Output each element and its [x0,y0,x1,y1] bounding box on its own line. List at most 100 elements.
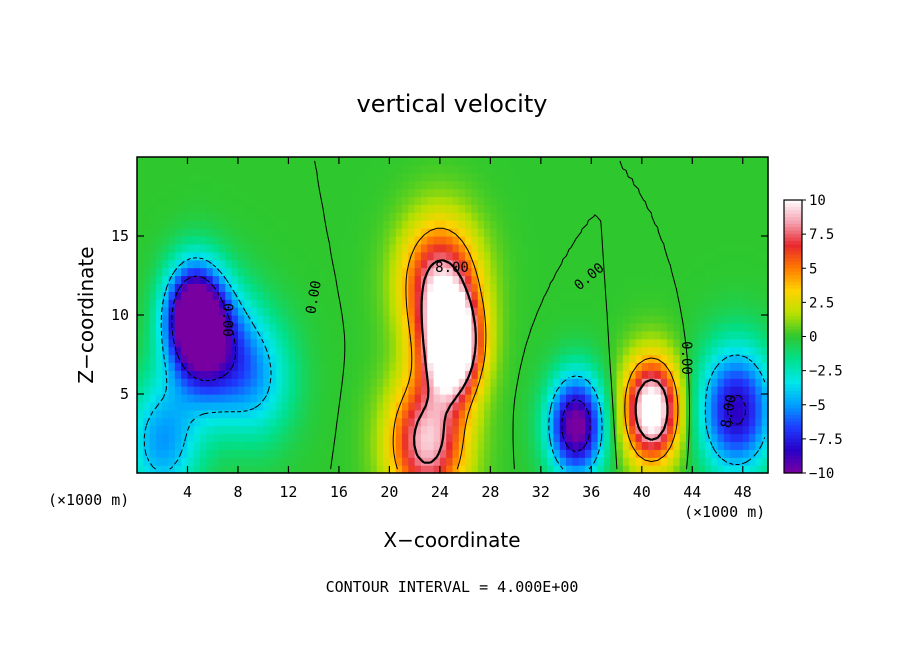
heatmap-cell [761,251,769,261]
colorbar-swatch [784,213,802,218]
heatmap-cell [376,409,384,419]
heatmap-cell [162,204,170,213]
heatmap-cell [629,220,637,229]
heatmap-cell [414,307,422,316]
heatmap-cell [427,370,435,379]
heatmap-cell [484,164,491,174]
heatmap-cell [219,236,226,245]
heatmap-cell [408,228,416,237]
colorbar-swatch [784,387,802,392]
heatmap-cell [364,157,372,166]
heatmap-cell [502,172,510,182]
colorbar [783,199,803,474]
heatmap-cell [484,378,491,387]
heatmap-cell [711,180,719,190]
heatmap-cell [540,299,548,308]
heatmap-cell [351,204,359,213]
heatmap-cell [168,236,176,245]
heatmap-cell [704,164,712,174]
heatmap-cell [332,212,340,221]
heatmap-cell [439,299,447,308]
heatmap-cell [364,370,372,379]
heatmap-cell [256,338,264,348]
heatmap-cell [263,283,271,292]
heatmap-cell [206,307,214,316]
heatmap-cell [711,251,719,261]
heatmap-cell [704,275,712,284]
heatmap-cell [547,212,555,221]
colorbar-tick-label: 5 [809,261,817,277]
heatmap-cell [603,338,611,348]
heatmap-cell [679,417,687,427]
heatmap-cell [357,338,365,348]
heatmap-cell [755,283,763,292]
heatmap-cell [698,441,706,450]
heatmap-cell [673,322,681,332]
heatmap-cell [711,433,719,442]
heatmap-cell [256,220,264,229]
heatmap-cell [269,188,277,198]
heatmap-cell [452,275,460,284]
heatmap-cell [193,330,201,340]
heatmap-cell [383,243,390,253]
heatmap-cell [439,243,447,253]
heatmap-cell [622,315,630,324]
heatmap-cell [433,299,441,308]
heatmap-cell [206,196,214,205]
heatmap-cell [471,283,479,292]
heatmap-cell [433,322,441,332]
heatmap-cell [219,188,226,198]
heatmap-cell [237,465,245,474]
heatmap-cell [263,354,271,363]
heatmap-cell [698,322,706,332]
heatmap-cell [200,291,208,300]
colorbar-swatch [784,237,802,242]
heatmap-cell [679,204,687,213]
heatmap-cell [692,157,700,166]
heatmap-cell [174,220,182,229]
heatmap-cell [477,362,485,371]
heatmap-cell [660,157,668,166]
heatmap-cell [237,346,245,356]
heatmap-cell [610,378,618,387]
heatmap-cell [364,220,372,229]
heatmap-cell [704,457,712,466]
heatmap-cell [420,188,428,198]
heatmap-cell [610,322,618,332]
heatmap-cell [408,291,416,300]
heatmap-cell [282,322,290,332]
heatmap-cell [263,465,271,474]
heatmap-cell [477,338,485,348]
heatmap-cell [282,204,290,213]
heatmap-cell [452,236,460,245]
heatmap-cell [155,164,163,174]
heatmap-cell [717,401,725,411]
heatmap-cell [597,449,605,458]
heatmap-cell [502,417,510,427]
heatmap-cell [301,330,308,340]
heatmap-cell [755,370,763,379]
heatmap-cell [427,378,435,387]
heatmap-cell [610,441,618,450]
heatmap-cell [452,220,460,229]
heatmap-cell [168,172,176,182]
heatmap-cell [629,164,637,174]
heatmap-cell [572,267,580,277]
heatmap-cell [370,283,378,292]
heatmap-cell [269,291,277,300]
heatmap-cell [654,299,662,308]
heatmap-cell [711,259,719,269]
heatmap-cell [149,322,157,332]
heatmap-cell [660,409,668,419]
heatmap-cell [275,307,283,316]
heatmap-cell [711,299,719,308]
heatmap-cell [439,401,447,411]
heatmap-cell [345,315,353,324]
heatmap-cell [578,259,586,269]
heatmap-cell [566,441,573,450]
heatmap-cell [742,236,750,245]
heatmap-cell [395,157,403,166]
heatmap-cell [446,283,454,292]
heatmap-cell [326,259,334,269]
heatmap-cell [143,157,151,166]
